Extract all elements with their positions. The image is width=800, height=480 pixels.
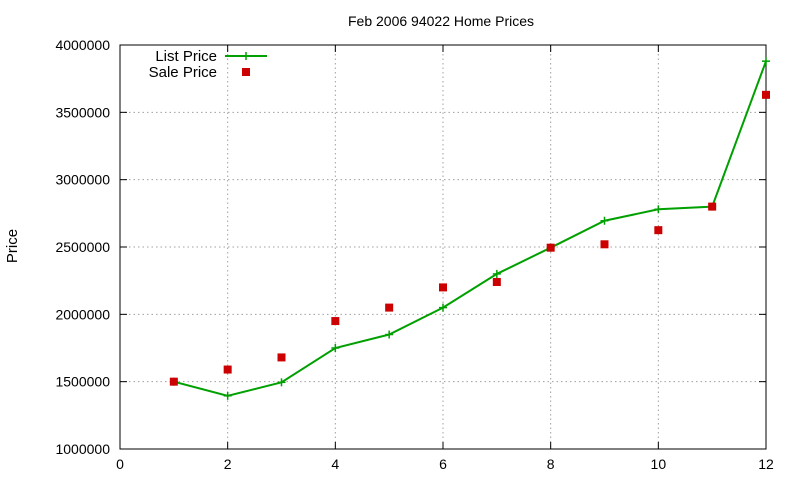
data-point — [277, 353, 286, 362]
y-tick-label: 3500000 — [55, 104, 110, 120]
data-point — [331, 344, 340, 352]
data-point — [600, 240, 609, 249]
chart-title: Feb 2006 94022 Home Prices — [348, 13, 534, 29]
y-tick-label: 1500000 — [55, 374, 110, 390]
x-tick-label: 0 — [116, 456, 124, 472]
y-tick-label: 3000000 — [55, 172, 110, 188]
y-axis-label: Price — [4, 229, 21, 263]
data-point — [492, 278, 501, 287]
legend-label: Sale Price — [149, 64, 217, 81]
data-point — [600, 216, 609, 225]
data-point — [169, 377, 178, 386]
legend-marker — [242, 52, 250, 60]
data-point — [331, 317, 340, 326]
series-1 — [169, 90, 770, 386]
y-tick-label: 2000000 — [55, 306, 110, 322]
data-point — [223, 391, 232, 400]
data-point — [762, 90, 770, 99]
data-point — [546, 243, 555, 252]
y-tick-label: 1000000 — [55, 441, 110, 457]
x-tick-label: 2 — [224, 456, 232, 472]
data-point — [277, 378, 286, 387]
legend-label: List Price — [155, 48, 217, 65]
x-tick-label: 10 — [651, 456, 667, 472]
data-point — [385, 303, 394, 312]
data-point — [223, 365, 232, 374]
data-point — [439, 283, 447, 292]
x-tick-label: 8 — [547, 456, 555, 472]
data-point — [439, 303, 447, 312]
legend-item-1: Sale Price — [149, 64, 250, 81]
grid-lines — [120, 45, 766, 449]
data-point — [492, 269, 501, 278]
y-tick-label: 2500000 — [55, 239, 110, 255]
data-point — [654, 226, 663, 235]
legend-marker — [242, 68, 250, 76]
x-tick-label: 6 — [439, 456, 447, 472]
data-point — [708, 202, 717, 211]
x-tick-label: 4 — [331, 456, 339, 472]
data-point — [762, 57, 770, 66]
legend-item-0: List Price — [155, 48, 267, 65]
series-layer — [169, 57, 770, 400]
series-line — [173, 60, 767, 397]
tick-marks: 0 2 4 6 8 10 12 1000000 1500000 2000000 2500000 300… — [55, 37, 774, 472]
y-tick-label: 4000000 — [55, 37, 110, 53]
data-point — [385, 330, 394, 339]
series-0 — [169, 57, 770, 400]
data-point — [654, 205, 663, 214]
x-tick-label: 12 — [758, 456, 774, 472]
